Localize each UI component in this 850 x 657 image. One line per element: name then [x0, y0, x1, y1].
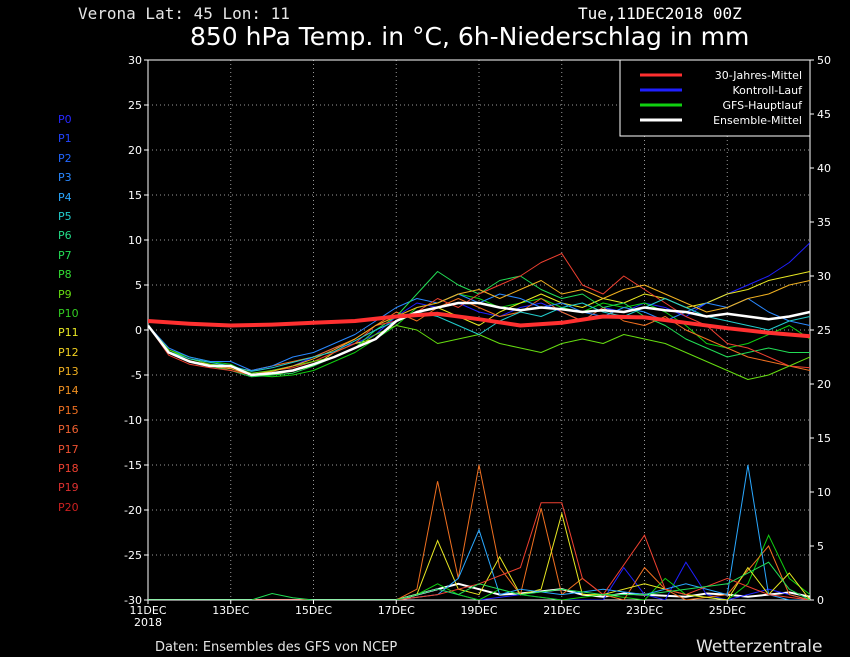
left-tick-label: 15	[128, 189, 142, 202]
member-label-p6: P6	[58, 229, 72, 243]
right-tick-label: 25	[817, 324, 831, 337]
grid	[148, 60, 810, 600]
temperature-lines	[148, 242, 810, 380]
right-tick-label: 5	[817, 540, 824, 553]
left-tick-label: 20	[128, 144, 142, 157]
temp-line-ensemble-mittel	[148, 301, 810, 377]
precip-line-p7	[148, 561, 810, 600]
precip-line-gfs-hauptlauf	[148, 533, 810, 600]
member-label-p10: P10	[58, 306, 79, 320]
left-tick-label: -20	[124, 504, 142, 517]
precip-line-p11	[148, 511, 810, 600]
data-credit: Daten: Ensembles des GFS von NCEP	[155, 640, 398, 655]
right-tick-label: 10	[817, 486, 831, 499]
left-tick-label: -25	[124, 549, 142, 562]
x-tick-label: 13DEC	[212, 604, 249, 617]
x-tick-label: 15DEC	[295, 604, 332, 617]
right-tick-label: 50	[817, 54, 831, 67]
temp-line-30-jahres-mittel	[148, 311, 810, 339]
legend-box	[619, 59, 811, 137]
member-label-p15: P15	[58, 403, 79, 417]
run-date: Tue,11DEC2018 00Z	[578, 4, 742, 23]
precip-line-p15	[148, 464, 810, 600]
member-label-p13: P13	[58, 365, 79, 379]
left-tick-label: -5	[131, 369, 142, 382]
chart-title: 850 hPa Temp. in °C, 6h-Niederschlag in …	[190, 22, 750, 51]
ensemble-member-list: P0 P1 P2 P3 P4 P5 P6 P7 P8 P9 P10 P11 P12 P13 P14 P15 P1…	[58, 110, 79, 517]
member-label-p20: P20	[58, 500, 79, 514]
member-label-p0: P0	[58, 113, 72, 126]
x-tick-label: 23DEC	[626, 604, 663, 617]
member-label-p8: P8	[58, 268, 72, 282]
legend-label: Kontroll-Lauf	[733, 84, 804, 97]
legend-label: GFS-Hauptlauf	[722, 99, 803, 112]
member-label-p19: P19	[58, 481, 79, 495]
right-tick-label: 35	[817, 216, 831, 229]
right-tick-label: 0	[817, 594, 824, 607]
legend-label: 30-Jahres-Mittel	[715, 69, 802, 82]
member-label-p1: P1	[58, 132, 72, 146]
member-label-p9: P9	[58, 287, 72, 301]
x-tick-label: 25DEC	[709, 604, 746, 617]
left-tick-label: -10	[124, 414, 142, 427]
left-tick-label: -30	[124, 594, 142, 607]
left-tick-label: 5	[135, 279, 142, 292]
member-label-p7: P7	[58, 248, 72, 262]
x-tick-label: 11DEC	[129, 604, 166, 617]
member-label-p12: P12	[58, 345, 79, 359]
left-tick-label: 0	[135, 324, 142, 337]
left-tick-label: 30	[128, 54, 142, 67]
member-label-p18: P18	[58, 462, 79, 476]
precipitation-lines	[148, 464, 810, 600]
right-tick-label: 40	[817, 162, 831, 175]
left-tick-label: 10	[128, 234, 142, 247]
left-tick-label: 25	[128, 99, 142, 112]
x-tick-label: 17DEC	[378, 604, 415, 617]
member-label-p16: P16	[58, 423, 79, 437]
member-label-p14: P14	[58, 384, 79, 398]
right-tick-label: 30	[817, 270, 831, 283]
x-tick-label: 19DEC	[460, 604, 497, 617]
right-tick-label: 45	[817, 108, 831, 121]
brand-label: Wetterzentrale	[696, 637, 823, 657]
temp-line-p5	[148, 298, 810, 372]
member-label-p11: P11	[58, 326, 79, 340]
left-tick-label: -15	[124, 459, 142, 472]
member-label-p4: P4	[58, 190, 72, 204]
legend-label: Ensemble-Mittel	[713, 114, 802, 127]
member-label-p2: P2	[58, 151, 72, 165]
right-tick-label: 20	[817, 378, 831, 391]
x-tick-label: 21DEC	[543, 604, 580, 617]
precip-line-p18	[148, 502, 810, 600]
location-header: Verona Lat: 45 Lon: 11	[78, 4, 290, 23]
axes: 302520151050-5-10-15-20-25-3050454035302…	[124, 54, 831, 629]
right-tick-label: 15	[817, 432, 831, 445]
member-label-p3: P3	[58, 171, 72, 185]
member-label-p5: P5	[58, 209, 72, 223]
member-label-p17: P17	[58, 442, 79, 456]
legend: 30-Jahres-Mittel Kontroll-Lauf GFS-Hauptla…	[619, 59, 811, 137]
x-tick-sublabel: 2018	[134, 616, 162, 629]
